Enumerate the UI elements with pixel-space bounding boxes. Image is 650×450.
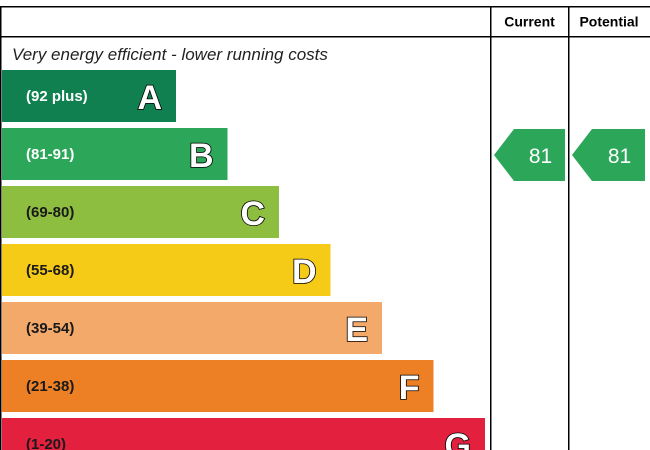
top-caption: Very energy efficient - lower running co… <box>12 45 328 64</box>
band-bar-d <box>2 244 331 296</box>
band-letter-c: C <box>240 195 265 233</box>
band-range-a: (92 plus) <box>26 88 88 105</box>
band-range-d: (55-68) <box>26 262 74 279</box>
band-letter-f: F <box>399 369 420 407</box>
current-header: Current <box>504 14 555 30</box>
current-rating-marker: 81 <box>494 129 565 181</box>
chart-frame <box>0 6 650 450</box>
band-bar-b <box>2 128 228 180</box>
band-bar-a <box>2 70 176 122</box>
band-range-f: (21-38) <box>26 378 74 395</box>
band-letter-g: G <box>445 427 471 450</box>
band-range-b: (81-91) <box>26 146 74 163</box>
band-bar-c <box>2 186 279 238</box>
current-rating-value: 81 <box>529 145 552 168</box>
band-bar-g <box>2 418 485 450</box>
band-bar-e <box>2 302 382 354</box>
potential-rating-marker: 81 <box>572 129 645 181</box>
current-rating-arrow <box>494 129 565 181</box>
band-letter-d: D <box>292 253 317 291</box>
potential-rating-arrow <box>572 129 645 181</box>
band-range-c: (69-80) <box>26 204 74 221</box>
rating-bands: (92 plus) A (81-91) B (69-80) C (55-68) D (39-54… <box>2 70 485 450</box>
potential-header: Potential <box>579 14 638 30</box>
potential-rating-value: 81 <box>608 145 631 168</box>
band-letter-e: E <box>345 311 368 349</box>
band-range-g: (1-20) <box>26 436 66 450</box>
band-range-e: (39-54) <box>26 320 74 337</box>
band-letter-a: A <box>137 79 162 117</box>
band-letter-b: B <box>189 137 214 175</box>
band-bar-f <box>2 360 434 412</box>
